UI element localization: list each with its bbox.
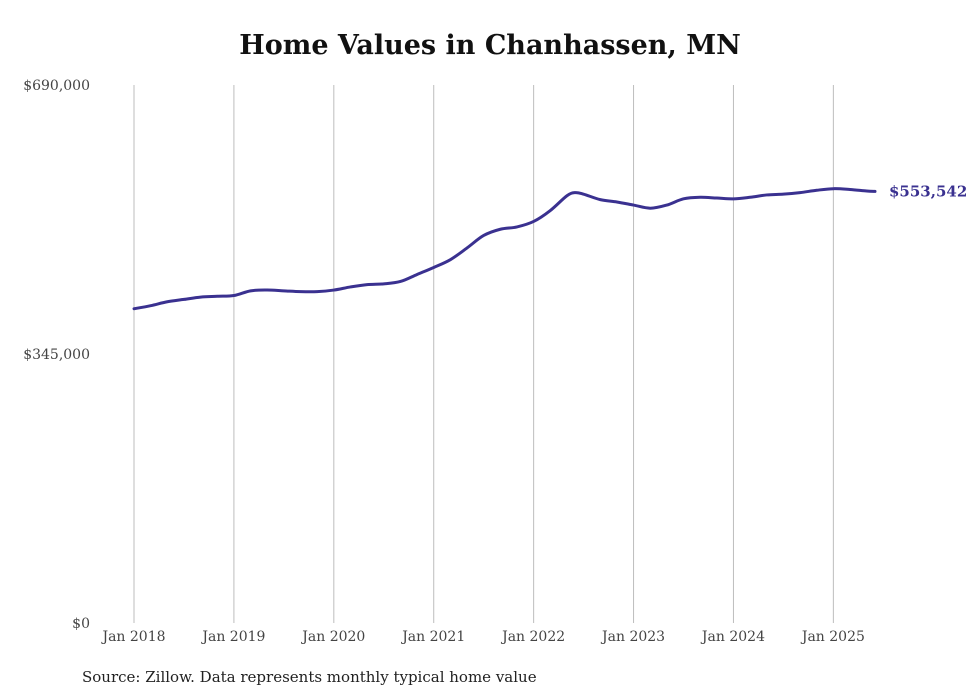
x-tick-label: Jan 2022 (500, 629, 565, 645)
chart-title: Home Values in Chanhassen, MN (239, 30, 741, 61)
x-tick-label: Jan 2021 (400, 629, 465, 645)
series-layer (132, 187, 877, 311)
x-tick-label: Jan 2020 (300, 629, 365, 645)
x-tick-label: Jan 2018 (100, 629, 165, 645)
x-tick-label: Jan 2023 (600, 629, 665, 645)
y-axis: $0 $345,000 $690,000 (23, 78, 90, 632)
x-axis: Jan 2018 Jan 2019 Jan 2020 Jan 2021 Jan 2022… (100, 629, 864, 645)
end-value-label: $553,542 (889, 182, 967, 200)
series-line (132, 187, 877, 311)
y-tick-label: $345,000 (23, 347, 90, 363)
x-tick-label: Jan 2019 (200, 629, 265, 645)
source-note: Source: Zillow. Data represents monthly … (82, 668, 537, 686)
end-labels: $553,542 (889, 182, 967, 200)
gridlines (133, 85, 834, 623)
y-tick-label: $0 (72, 616, 90, 632)
x-tick-label: Jan 2025 (800, 629, 865, 645)
y-tick-label: $690,000 (23, 78, 90, 94)
x-tick-label: Jan 2024 (700, 629, 765, 645)
